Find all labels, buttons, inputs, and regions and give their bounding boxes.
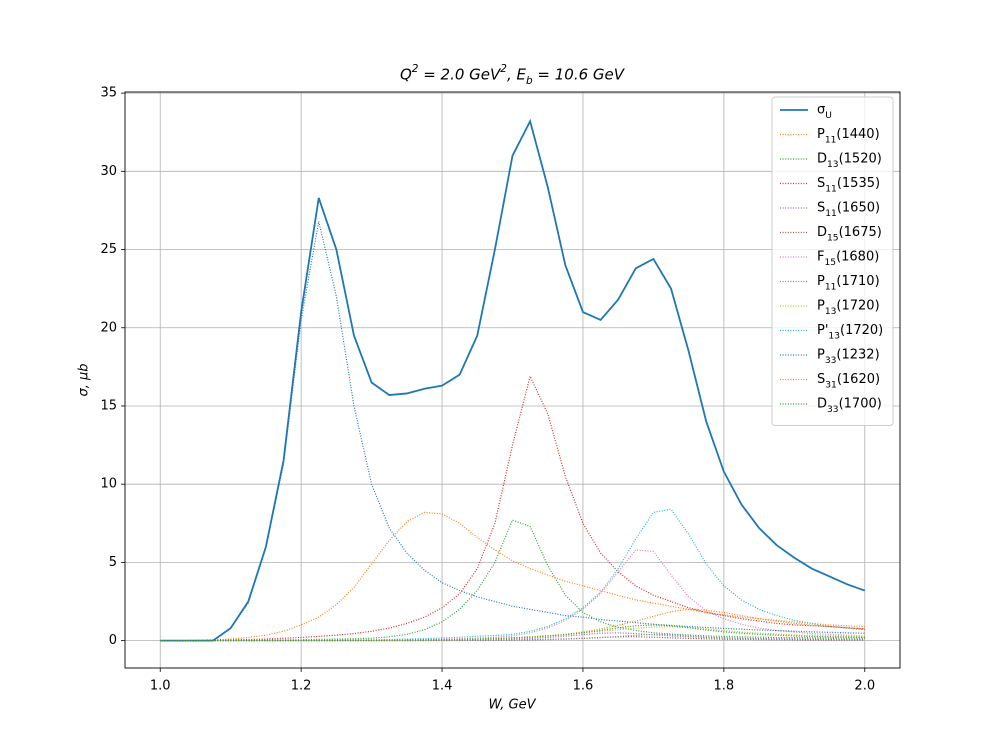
y-tick-label: 15	[100, 398, 117, 413]
series-line	[160, 374, 865, 642]
y-tick-label: 30	[100, 164, 117, 179]
y-tick-label: 25	[100, 242, 117, 257]
series-line	[160, 118, 866, 642]
x-tick-label: 1.4	[432, 679, 453, 694]
legend: σUP11(1440)D13(1520)S11(1535)S11(1650)D1…	[771, 96, 894, 426]
y-axis-label: σ, μb	[77, 363, 92, 396]
chart-title: Q2 = 2.0 GeV2, Eb = 10.6 GeV	[400, 63, 626, 87]
series-line	[160, 624, 865, 642]
x-tick-label: 1.8	[714, 679, 735, 694]
axes-frame	[124, 91, 901, 669]
y-tick-label: 35	[100, 86, 117, 101]
legend-frame	[771, 96, 894, 426]
x-tick-label: 1.0	[150, 679, 171, 694]
y-tick-label: 10	[100, 477, 117, 492]
y-tick-label: 20	[100, 320, 117, 335]
series-line	[160, 511, 865, 642]
x-tick-label: 2.0	[854, 679, 875, 694]
y-tick-label: 0	[109, 633, 117, 648]
x-axis-label: W, GeV	[488, 698, 536, 713]
y-tick-label: 5	[109, 555, 117, 570]
x-tick-label: 1.2	[291, 679, 312, 694]
series-line	[160, 221, 865, 642]
x-tick-label: 1.6	[573, 679, 594, 694]
